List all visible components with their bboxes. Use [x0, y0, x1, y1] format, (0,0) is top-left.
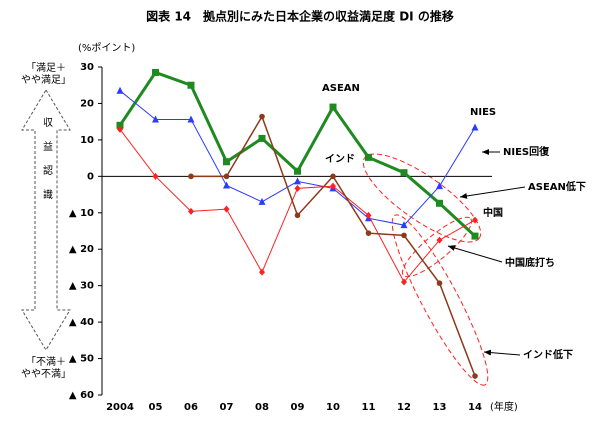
marker [152, 115, 159, 123]
y-tick-label: 20 [80, 98, 94, 109]
marker [116, 121, 124, 129]
y-tick-label: 10 [80, 135, 94, 146]
y-tick-label: 0 [87, 171, 94, 182]
x-tick-label: 11 [362, 402, 376, 413]
marker [294, 212, 301, 219]
marker [472, 373, 478, 379]
marker [471, 232, 479, 240]
side-label: やや満足」 [21, 74, 71, 86]
side-label: 「不満＋ [26, 356, 66, 368]
x-tick-label: 05 [149, 402, 163, 413]
marker [223, 205, 230, 213]
y-tick-label: ▲ 30 [69, 281, 94, 292]
x-tick-label: 12 [397, 402, 411, 413]
annotation-arrow [447, 245, 503, 263]
marker [259, 268, 265, 276]
highlight-ellipse [362, 153, 482, 243]
y-tick-label: ▲ 10 [69, 208, 94, 219]
range-arrow [21, 89, 71, 351]
chart-title: 図表 14 拠点別にみた日本企業の収益満足度 DI の推移 [146, 9, 454, 24]
y-axis-label: (%ポイント) [78, 42, 135, 54]
highlight-ellipse [401, 216, 473, 278]
y-tick-label: ▲ 40 [69, 317, 94, 328]
annotation: NIES回復 [503, 145, 550, 158]
y-tick-label: ▲ 60 [69, 390, 94, 401]
marker [188, 173, 194, 180]
marker [259, 113, 265, 120]
marker [401, 278, 407, 286]
x-tick-label: 08 [255, 402, 269, 413]
marker [187, 81, 195, 89]
x-tick-label: 14 [468, 402, 482, 413]
marker [330, 182, 336, 190]
marker [152, 172, 159, 180]
series-line [118, 70, 477, 238]
marker [365, 211, 372, 219]
x-tick-label: 06 [184, 402, 198, 413]
annotation-arrow [459, 186, 526, 199]
marker [258, 134, 266, 142]
x-axis-label: (年度) [490, 400, 518, 413]
marker [188, 207, 194, 215]
marker [471, 123, 479, 131]
marker [330, 173, 336, 180]
marker [400, 169, 408, 177]
series-label: ASEAN [322, 83, 360, 94]
y-tick-label: ▲ 50 [69, 354, 94, 365]
marker [472, 216, 478, 224]
marker [223, 181, 230, 189]
annotation-arrow [483, 349, 521, 356]
x-tick-label: 07 [220, 402, 234, 413]
marker [436, 199, 443, 207]
side-label: やや不満」 [21, 368, 71, 380]
marker [436, 236, 443, 244]
marker [401, 232, 407, 239]
y-tick-label: 30 [80, 62, 94, 73]
marker [294, 184, 301, 192]
annotation: インド低下 [523, 348, 573, 361]
x-tick-label: 13 [433, 402, 447, 413]
series-line [119, 90, 476, 226]
marker [365, 153, 372, 161]
marker [365, 230, 372, 236]
series-label: 中国 [483, 206, 503, 219]
marker [116, 86, 124, 94]
series-label: インド [325, 153, 355, 165]
marker [329, 103, 337, 111]
marker [258, 197, 266, 205]
marker [294, 167, 301, 175]
annotation: ASEAN低下 [528, 180, 586, 193]
marker [294, 177, 301, 185]
x-tick-label: 09 [291, 402, 305, 413]
x-tick-label: 10 [326, 402, 340, 413]
marker [223, 173, 230, 180]
marker [436, 182, 443, 190]
marker [117, 125, 123, 133]
marker [152, 68, 159, 76]
side-label: 「満足＋ [26, 62, 66, 74]
marker [187, 115, 195, 123]
side-label: 収益認識 [41, 117, 53, 213]
annotation: 中国底打ち [505, 256, 555, 269]
highlight-ellipse [391, 214, 489, 386]
marker [436, 280, 443, 286]
x-tick-label: 2004 [106, 402, 134, 413]
marker [223, 158, 230, 166]
series-label: NIES [470, 107, 496, 118]
marker [400, 221, 408, 229]
y-tick-label: ▲ 20 [69, 244, 94, 255]
